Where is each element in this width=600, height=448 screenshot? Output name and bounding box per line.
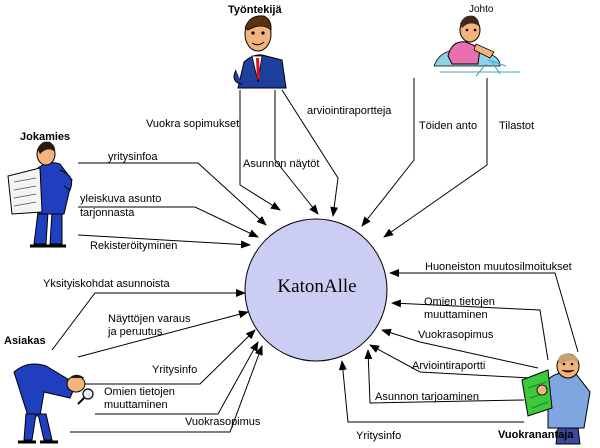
flow-label-yritysinfo-asiakas: Yritysinfo: [152, 364, 198, 376]
actor-tyontekija-label: Työntekijä: [228, 4, 282, 16]
actor-asiakas-label: Asiakas: [4, 335, 46, 347]
flow-toiden-anto: [361, 78, 415, 227]
flow-arviointiraportteja: [281, 89, 339, 217]
system-name: KatonAlle: [277, 276, 357, 297]
flow-label-rekisteroityminen: Rekisteröityminen: [90, 240, 178, 252]
flow-omien-asiakas: [95, 341, 259, 415]
flow-label-nayttojen-2: ja peruutus: [108, 326, 163, 338]
flow-label-huoneiston: Huoneiston muutosilmoitukset: [425, 261, 572, 273]
flow-label-tilastot: Tilastot: [499, 120, 535, 132]
actor-jokamies-label: Jokamies: [20, 131, 71, 143]
flow-label-omien-vuokr-1: Omien tietojen: [424, 296, 495, 308]
flow-label-yksityiskohdat: Yksityiskohdat asunnoista: [43, 278, 170, 290]
flow-omien-vuokr: [391, 299, 549, 361]
asiakas-figure: [13, 363, 94, 444]
actor-johto-label: Johto: [469, 4, 494, 15]
flow-label-yritysinfoa: yritysinfoa: [108, 151, 158, 163]
flow-yksityiskohdat: [51, 289, 246, 351]
johto-figure: [433, 15, 520, 77]
flow-vuokrasopimus-vuokr: [381, 328, 539, 369]
flow-label-omien-asiakas-1: Omien tietojen: [104, 386, 175, 398]
flow-label-omien-asiakas-2: muuttaminen: [104, 399, 168, 411]
flow-vuokrasopimus-asiakas: [70, 345, 263, 433]
flow-label-asunnon-naytot: Asunnon näytöt: [243, 158, 320, 170]
flow-yritysinfoa: [78, 162, 267, 226]
flow-asunnon-naytot: [274, 90, 319, 215]
flow-label-vuokrasopimus-asiakas: Vuokrasopimus: [185, 416, 261, 428]
flow-label-asunnon-tarjoaminen: Asunnon tarjoaminen: [375, 391, 479, 403]
flow-label-vuokra-sopimukset: Vuokra sopimukset: [146, 118, 240, 130]
flow-yritysinfo-vuokr: [338, 360, 524, 423]
jokamies-figure: [7, 141, 73, 248]
flow-label-omien-vuokr-2: muuttaminen: [424, 309, 488, 321]
flow-vuokra-sopimukset: [239, 90, 281, 211]
flow-rekisteroityminen: [77, 234, 251, 249]
flow-label-vuokrasopimus-vuokr: Vuokrasopimus: [418, 329, 494, 341]
vuokranantaja-figure: [521, 353, 591, 445]
flow-yleiskuva: [78, 206, 259, 238]
flow-label-yleiskuva-1: yleiskuva asunto: [80, 193, 162, 205]
flow-label-yleiskuva-2: tarjonnasta: [80, 207, 135, 219]
actor-vuokranantaja-label: Vuokranantaja: [498, 429, 574, 441]
flow-label-toiden-anto: Töiden anto: [419, 120, 478, 132]
flow-label-arviointiraportti: Arviointiraportti: [412, 360, 486, 372]
flow-yritysinfo-asiakas: [80, 329, 256, 385]
flow-nayttojen-varaus: [77, 310, 249, 358]
flow-arviointiraportti: [369, 344, 531, 379]
flow-label-yritysinfo-vuokr: Yritysinfo: [356, 430, 402, 442]
flow-label-arviointiraportteja: arviointiraportteja: [307, 105, 392, 117]
tyontekija-figure: [233, 15, 287, 89]
flow-tilastot: [383, 78, 488, 238]
flow-huoneiston: [389, 269, 579, 353]
flow-label-nayttojen-1: Näyttöjen varaus: [108, 313, 191, 325]
flow-asunnon-tarjoaminen: [364, 349, 525, 404]
